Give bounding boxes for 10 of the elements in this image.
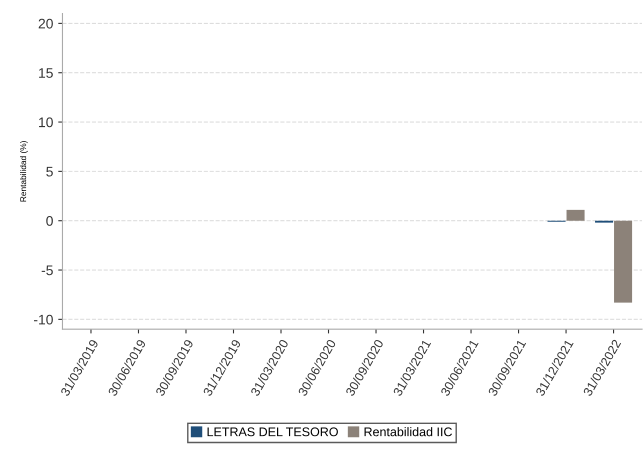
y-tick-label: -10 [34, 314, 53, 325]
y-tick-label: 15 [39, 68, 53, 78]
y-axis-title: Rentabilidad (%) [20, 141, 28, 202]
legend-label: Rentabilidad IIC [364, 427, 452, 436]
y-tick-label: 0 [46, 216, 53, 226]
y-tick-label: 10 [39, 117, 53, 128]
legend-label: LETRAS DEL TESORO [208, 427, 338, 436]
y-tick-label: 5 [46, 166, 53, 177]
y-tick-label: 20 [38, 18, 53, 29]
y-tick-label: -5 [42, 266, 53, 276]
